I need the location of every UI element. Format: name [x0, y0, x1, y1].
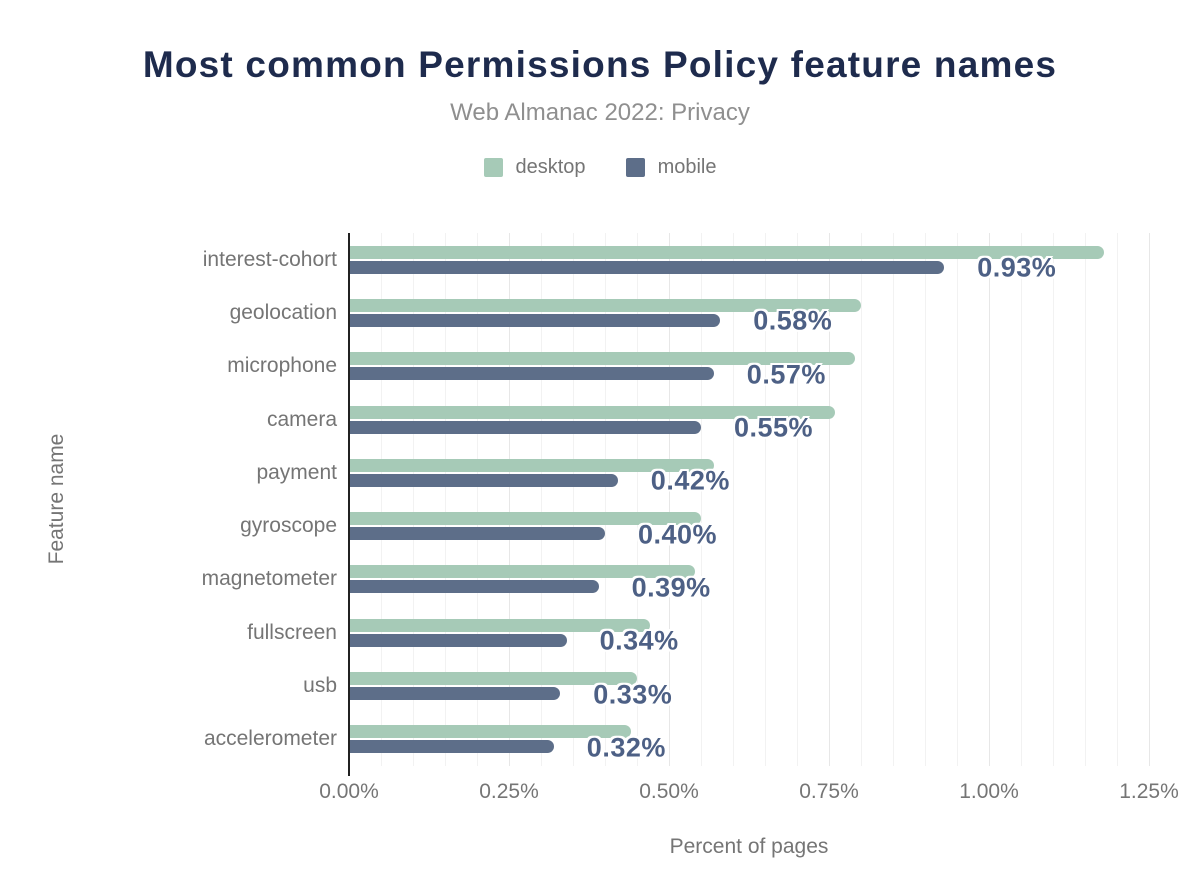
x-tick-label: 0.25%: [479, 780, 539, 803]
legend-item-mobile: mobile: [625, 156, 717, 179]
legend-swatch-desktop: [483, 158, 503, 177]
bar-desktop[interactable]: [349, 565, 695, 579]
bar-desktop[interactable]: [349, 245, 1105, 259]
gridline: [1149, 233, 1150, 766]
gridline: [573, 233, 574, 766]
bar-desktop[interactable]: [349, 618, 650, 632]
y-axis-line: [348, 233, 350, 776]
gridline: [829, 233, 830, 766]
bar-group: 0.39%: [349, 553, 1149, 606]
gridline: [413, 233, 414, 766]
gridline: [1117, 233, 1118, 766]
category-label: gyroscope: [240, 514, 337, 538]
x-tick-label: 1.25%: [1119, 780, 1179, 803]
bar-group: 0.34%: [349, 606, 1149, 659]
bar-desktop[interactable]: [349, 298, 861, 312]
x-tick-label: 0.50%: [639, 780, 699, 803]
value-label: 0.58%: [753, 305, 833, 336]
bar-desktop[interactable]: [349, 405, 836, 419]
bar-mobile[interactable]: [349, 260, 945, 274]
gridline: [445, 233, 446, 766]
category-label: geolocation: [229, 300, 337, 324]
bar-mobile[interactable]: [349, 527, 605, 541]
legend-item-desktop: desktop: [483, 156, 586, 179]
category-label: microphone: [227, 354, 337, 378]
legend: desktop mobile: [0, 156, 1200, 179]
x-tick-label: 0.75%: [799, 780, 859, 803]
gridline: [605, 233, 606, 766]
x-axis-title: Percent of pages: [669, 835, 829, 858]
gridline: [925, 233, 926, 766]
bar-group: 0.58%: [349, 286, 1149, 339]
bar-group: 0.57%: [349, 340, 1149, 393]
bar-mobile[interactable]: [349, 367, 714, 381]
gridline: [957, 233, 958, 766]
bar-group: 0.42%: [349, 446, 1149, 499]
value-label: 0.40%: [638, 519, 718, 550]
value-label: 0.93%: [977, 252, 1057, 283]
gridline: [381, 233, 382, 766]
category-label: fullscreen: [247, 620, 337, 644]
gridline: [733, 233, 734, 766]
gridline: [541, 233, 542, 766]
x-axis-ticks: 0.00% 0.25% 0.50% 0.75% 1.00% 1.25%: [319, 780, 1179, 806]
bar-mobile[interactable]: [349, 633, 567, 647]
category-label: usb: [303, 674, 337, 698]
chart-subtitle: Web Almanac 2022: Privacy: [450, 99, 750, 126]
gridline: [797, 233, 798, 766]
bar-mobile[interactable]: [349, 580, 599, 594]
value-label: 0.42%: [650, 465, 730, 496]
chart-title: Most common Permissions Policy feature n…: [142, 44, 1058, 85]
bar-mobile[interactable]: [349, 313, 721, 327]
bar-mobile[interactable]: [349, 420, 701, 434]
bar-group: 0.32%: [349, 713, 1149, 766]
bar-desktop[interactable]: [349, 458, 714, 472]
y-axis-labels: interest-cohort geolocation microphone came…: [0, 233, 337, 766]
category-label: interest-cohort: [202, 247, 337, 271]
gridline: [509, 233, 510, 766]
value-label: 0.33%: [593, 679, 673, 710]
bar-group: 0.55%: [349, 393, 1149, 446]
value-label: 0.55%: [734, 412, 814, 443]
x-tick-label: 0.00%: [319, 780, 379, 803]
legend-label: desktop: [515, 156, 586, 178]
bar-desktop[interactable]: [349, 672, 637, 686]
value-label: 0.32%: [586, 732, 666, 763]
bar-mobile[interactable]: [349, 740, 554, 754]
bar-desktop[interactable]: [349, 352, 855, 366]
legend-swatch-mobile: [625, 158, 645, 177]
gridline: [669, 233, 670, 766]
bar-group: 0.40%: [349, 500, 1149, 553]
value-label: 0.39%: [631, 572, 711, 603]
gridline: [989, 233, 990, 766]
value-label: 0.34%: [599, 625, 679, 656]
bar-mobile[interactable]: [349, 687, 561, 701]
x-tick-label: 1.00%: [959, 780, 1019, 803]
value-label: 0.57%: [746, 359, 826, 390]
category-label: accelerometer: [203, 727, 337, 751]
gridline: [1053, 233, 1054, 766]
bar-mobile[interactable]: [349, 473, 618, 487]
category-label: payment: [256, 460, 337, 484]
bar-desktop[interactable]: [349, 725, 631, 739]
category-label: magnetometer: [201, 567, 337, 591]
gridline: [765, 233, 766, 766]
plot-area: 0.93% 0.58% 0.57% 0.55% 0.42% 0.40% 0.39% 0.34%…: [349, 233, 1150, 766]
gridline: [893, 233, 894, 766]
gridline: [637, 233, 638, 766]
bar-group: 0.33%: [349, 659, 1149, 712]
gridline: [1085, 233, 1086, 766]
gridline: [477, 233, 478, 766]
legend-label: mobile: [657, 156, 717, 178]
gridline: [1021, 233, 1022, 766]
bar-desktop[interactable]: [349, 512, 701, 526]
category-label: camera: [266, 407, 337, 431]
gridline: [701, 233, 702, 766]
gridline: [861, 233, 862, 766]
bar-group: 0.93%: [349, 233, 1149, 286]
